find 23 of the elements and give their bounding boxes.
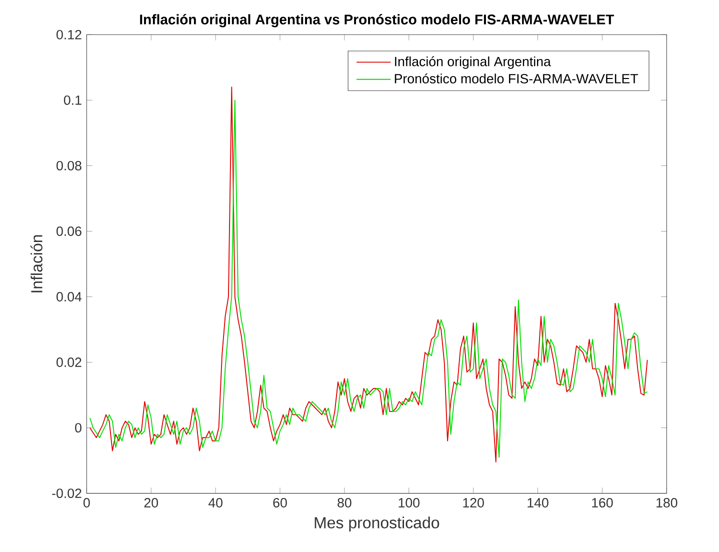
x-tick-label: 180 [656,498,678,508]
y-tick-label: 0.08 [56,160,82,170]
legend-label: Pronóstico modelo FIS-ARMA-WAVELET [394,73,638,84]
y-tick-label: 0.04 [56,292,82,302]
x-tick-label: 60 [273,498,287,508]
x-tick-label: 140 [528,498,548,508]
y-tick-label: 0.12 [56,30,82,40]
x-tick-label: 20 [144,498,158,508]
y-tick-label: -0.02 [52,488,82,498]
x-tick-label: 40 [208,498,222,508]
y-tick-label: 0.02 [56,358,82,367]
y-tick-label: 0.1 [64,95,82,105]
x-tick-label: 0 [83,498,90,508]
y-axis-title: Inflación [30,235,42,292]
x-tick-label: 120 [463,498,484,508]
chart-title: Inflación original Argentina vs Pronóstico modelo FIS-ARMA-WAVELET [140,14,614,28]
x-tick-label: 160 [592,498,613,508]
x-axis-title: Mes pronosticado [314,516,440,532]
y-tick-label: 0 [75,423,82,433]
x-tick-label: 100 [398,498,420,508]
x-tick-label: 80 [338,498,352,508]
legend-label: Inflación original Argentina [395,56,551,69]
y-tick-label: 0.06 [56,226,82,236]
